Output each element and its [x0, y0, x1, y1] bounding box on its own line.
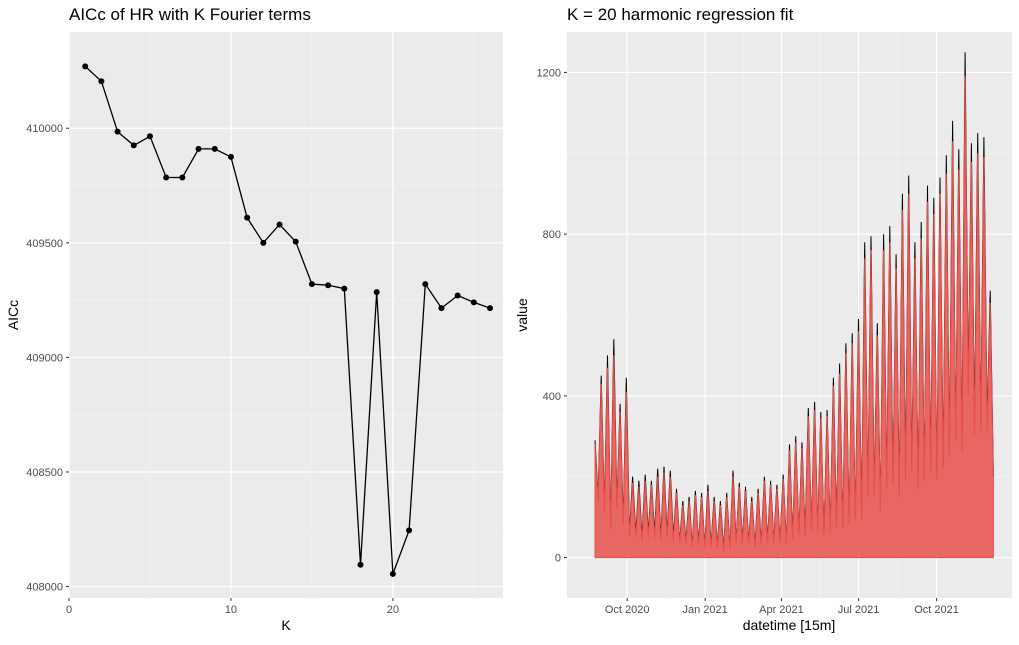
data-point [487, 305, 494, 312]
data-point [114, 128, 121, 135]
data-series [82, 63, 494, 577]
data-point [98, 78, 105, 85]
data-point [341, 285, 348, 292]
x-tick-label: Jan 2021 [683, 604, 728, 616]
data-point [130, 142, 137, 149]
fitted-series-area [594, 76, 994, 559]
axis-ticks: 0 400 800 1200 Oct 2020 Jan 2021 Apr 2021 Jul 2… [537, 67, 959, 616]
axis-ticks: 408000 408500 409000 409500 410000 0 10 20 [26, 123, 399, 616]
data-point [82, 63, 89, 70]
data-point [211, 145, 218, 152]
x-tick-label: 10 [225, 604, 237, 616]
data-point [146, 133, 153, 140]
data-point [454, 292, 461, 299]
y-tick-label: 800 [543, 229, 561, 241]
x-axis-title: K [281, 617, 291, 633]
data-point [470, 299, 477, 306]
y-tick-label: 408500 [26, 467, 63, 479]
data-point [357, 561, 364, 568]
data-point [373, 289, 380, 296]
chart-title: K = 20 harmonic regression fit [567, 5, 794, 24]
data-point [244, 214, 251, 221]
data-point [163, 174, 170, 181]
y-tick-label: 408000 [26, 582, 63, 594]
data-point [260, 239, 267, 246]
chart-panel-right: K = 20 harmonic regression fit 0 400 800 12… [514, 5, 1012, 633]
data-point [438, 305, 445, 312]
data-point [406, 527, 413, 534]
data-point [389, 570, 396, 577]
x-tick-label: 20 [387, 604, 399, 616]
y-tick-label: 0 [555, 553, 561, 565]
data-point [227, 153, 234, 160]
y-tick-label: 409500 [26, 238, 63, 250]
data-point [422, 281, 429, 288]
y-axis-title: AICc [5, 300, 21, 330]
chart-panel-left: AICc of HR with K Fourier terms 40800040… [5, 5, 503, 633]
y-tick-label: 409000 [26, 352, 63, 364]
gridlines [68, 32, 503, 598]
y-axis-title: value [514, 298, 530, 332]
x-tick-label: Apr 2021 [759, 604, 804, 616]
data-point [308, 281, 315, 288]
chart-title: AICc of HR with K Fourier terms [69, 5, 311, 24]
x-tick-label: Oct 2021 [914, 604, 959, 616]
data-point [195, 145, 202, 152]
data-point [179, 174, 186, 181]
x-tick-label: Jul 2021 [838, 604, 880, 616]
y-tick-label: 1200 [537, 67, 561, 79]
x-tick-label: Oct 2020 [605, 604, 650, 616]
x-axis-title: datetime [15m] [743, 617, 836, 633]
data-point [325, 282, 332, 289]
data-point [292, 238, 299, 245]
data-point [276, 221, 283, 228]
data-series [594, 52, 994, 559]
x-tick-label: 0 [66, 604, 72, 616]
series-line [84, 65, 491, 575]
y-tick-label: 400 [543, 391, 561, 403]
y-tick-label: 410000 [26, 123, 63, 135]
plot-background [69, 32, 503, 598]
